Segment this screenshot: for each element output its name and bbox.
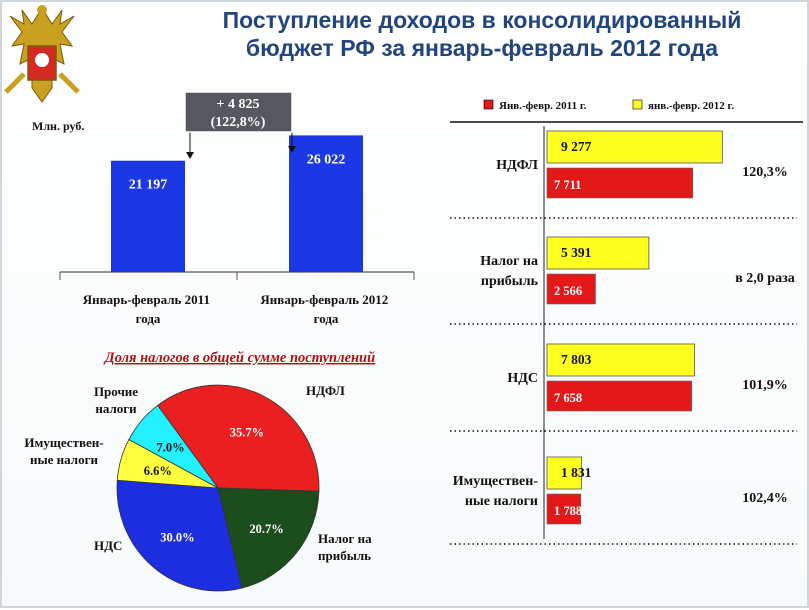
pie-value-ndfl: 35.7% xyxy=(230,425,264,439)
value-2011-profit-tax: 2 566 xyxy=(554,284,582,298)
value-2012-vat: 7 803 xyxy=(561,352,592,367)
growth-profit-tax: в 2,0 раза xyxy=(735,271,794,286)
bar-2011-profit-tax xyxy=(546,273,596,305)
difference-amount: + 4 825 xyxy=(217,97,260,112)
difference-percent: (122,8%) xyxy=(211,115,266,130)
unit-label: Млн. руб. xyxy=(32,119,84,133)
title-line-2: бюджет РФ за январь-февраль 2012 года xyxy=(245,35,719,61)
bar-2012-property-taxes xyxy=(546,456,583,490)
title-line-1: Поступление доходов в консолидированный xyxy=(222,7,742,33)
growth-property-taxes: 102,4% xyxy=(742,491,788,506)
legend-swatch-2012 xyxy=(632,99,643,110)
category-label-2012: Январь-февраль 2012 года xyxy=(260,292,391,326)
value-2011-vat: 7 658 xyxy=(554,391,582,405)
bar-2012-ndfl xyxy=(546,130,723,164)
value-2012-profit-tax: 5 391 xyxy=(561,245,592,260)
income-bar-chart: 21 197 26 022 Январь-февраль 2011 года Я… xyxy=(59,91,415,326)
bar-2011-property-taxes xyxy=(546,493,582,525)
category-label-property-taxes: Имуществен-ные налоги xyxy=(453,474,539,509)
value-2011-ndfl: 7 711 xyxy=(554,178,581,192)
category-label-vat: НДС xyxy=(507,371,538,386)
category-label-profit-tax: Налог на прибыль xyxy=(480,254,538,289)
legend-label-2012: янв.-февр. 2012 г. xyxy=(648,100,734,112)
bar-value-2012: 26 022 xyxy=(307,152,346,167)
pie-slice-other-taxes xyxy=(128,404,219,489)
value-2011-property-taxes: 1 788 xyxy=(554,504,582,518)
legend-swatch-2011 xyxy=(483,99,494,110)
tax-share-pie-chart: Доля налогов в общей сумме поступлений 3… xyxy=(24,350,375,592)
growth-ndfl: 120,3% xyxy=(742,165,788,180)
pie-value-other-taxes: 7.0% xyxy=(156,440,184,454)
difference-callout: + 4 825 (122,8%) xyxy=(184,91,296,159)
bar-2012 xyxy=(289,135,363,272)
category-label-ndfl: НДФЛ xyxy=(496,158,538,173)
pie-label-property-taxes: Имуществен-ные налоги xyxy=(24,435,103,467)
value-2012-ndfl: 9 277 xyxy=(561,139,592,154)
pie-value-vat: 30.0% xyxy=(160,531,194,545)
bar-2012-vat xyxy=(546,343,695,377)
category-label-2011: Январь-февраль 2011 года xyxy=(83,292,213,326)
pie-slice-ndfl xyxy=(157,384,320,492)
growth-vat: 101,9% xyxy=(742,378,788,393)
tax-comparison-chart: Янв.-февр. 2011 г. янв.-февр. 2012 г. 9 … xyxy=(450,99,803,545)
pie-slice-profit-tax xyxy=(217,487,320,589)
pie-label-other-taxes: Прочие налоги xyxy=(94,384,138,416)
bar-2012-profit-tax xyxy=(546,236,650,270)
pie-title: Доля налогов в общей сумме поступлений xyxy=(103,350,375,366)
coat-of-arms-logo xyxy=(4,5,80,103)
bar-2011-vat xyxy=(546,380,693,412)
pie-label-vat: НДС xyxy=(94,538,122,553)
legend-label-2011: Янв.-февр. 2011 г. xyxy=(499,100,587,112)
pie-value-property-taxes: 6.6% xyxy=(144,464,172,478)
bar-2011 xyxy=(111,160,185,272)
pie-slice-vat xyxy=(116,479,243,592)
slide-title: Поступление доходов в консолидированный … xyxy=(162,6,802,62)
pie-label-ndfl: НДФЛ xyxy=(306,383,345,398)
bar-2011-ndfl xyxy=(546,167,694,199)
pie-label-profit-tax: Налог на прибыль xyxy=(318,531,372,563)
bar-value-2011: 21 197 xyxy=(129,178,168,193)
difference-box xyxy=(184,91,293,133)
legend: Янв.-февр. 2011 г. янв.-февр. 2012 г. xyxy=(483,99,734,112)
pie-value-profit-tax: 20.7% xyxy=(249,522,283,536)
value-2012-property-taxes: 1 831 xyxy=(561,465,592,480)
